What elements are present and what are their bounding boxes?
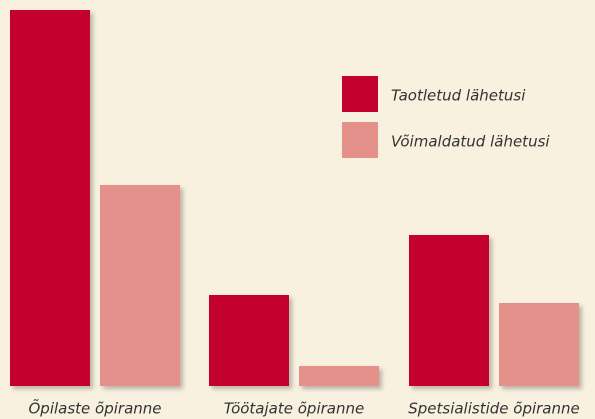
bar <box>10 10 90 386</box>
x-tick-label: Spetsialistide õpiranne <box>408 400 580 418</box>
bar <box>209 295 289 386</box>
bar <box>100 185 180 386</box>
bar <box>499 303 579 386</box>
bar <box>409 235 489 386</box>
legend-label: Võimaldatud lähetusi <box>391 133 550 151</box>
legend-swatch <box>342 122 378 158</box>
legend-swatch <box>342 76 378 112</box>
x-tick-label: Õpilaste õpiranne <box>28 399 161 418</box>
x-tick-label: Töötajate õpiranne <box>224 400 364 418</box>
legend-label: Taotletud lähetusi <box>391 87 526 105</box>
bar <box>299 366 379 386</box>
